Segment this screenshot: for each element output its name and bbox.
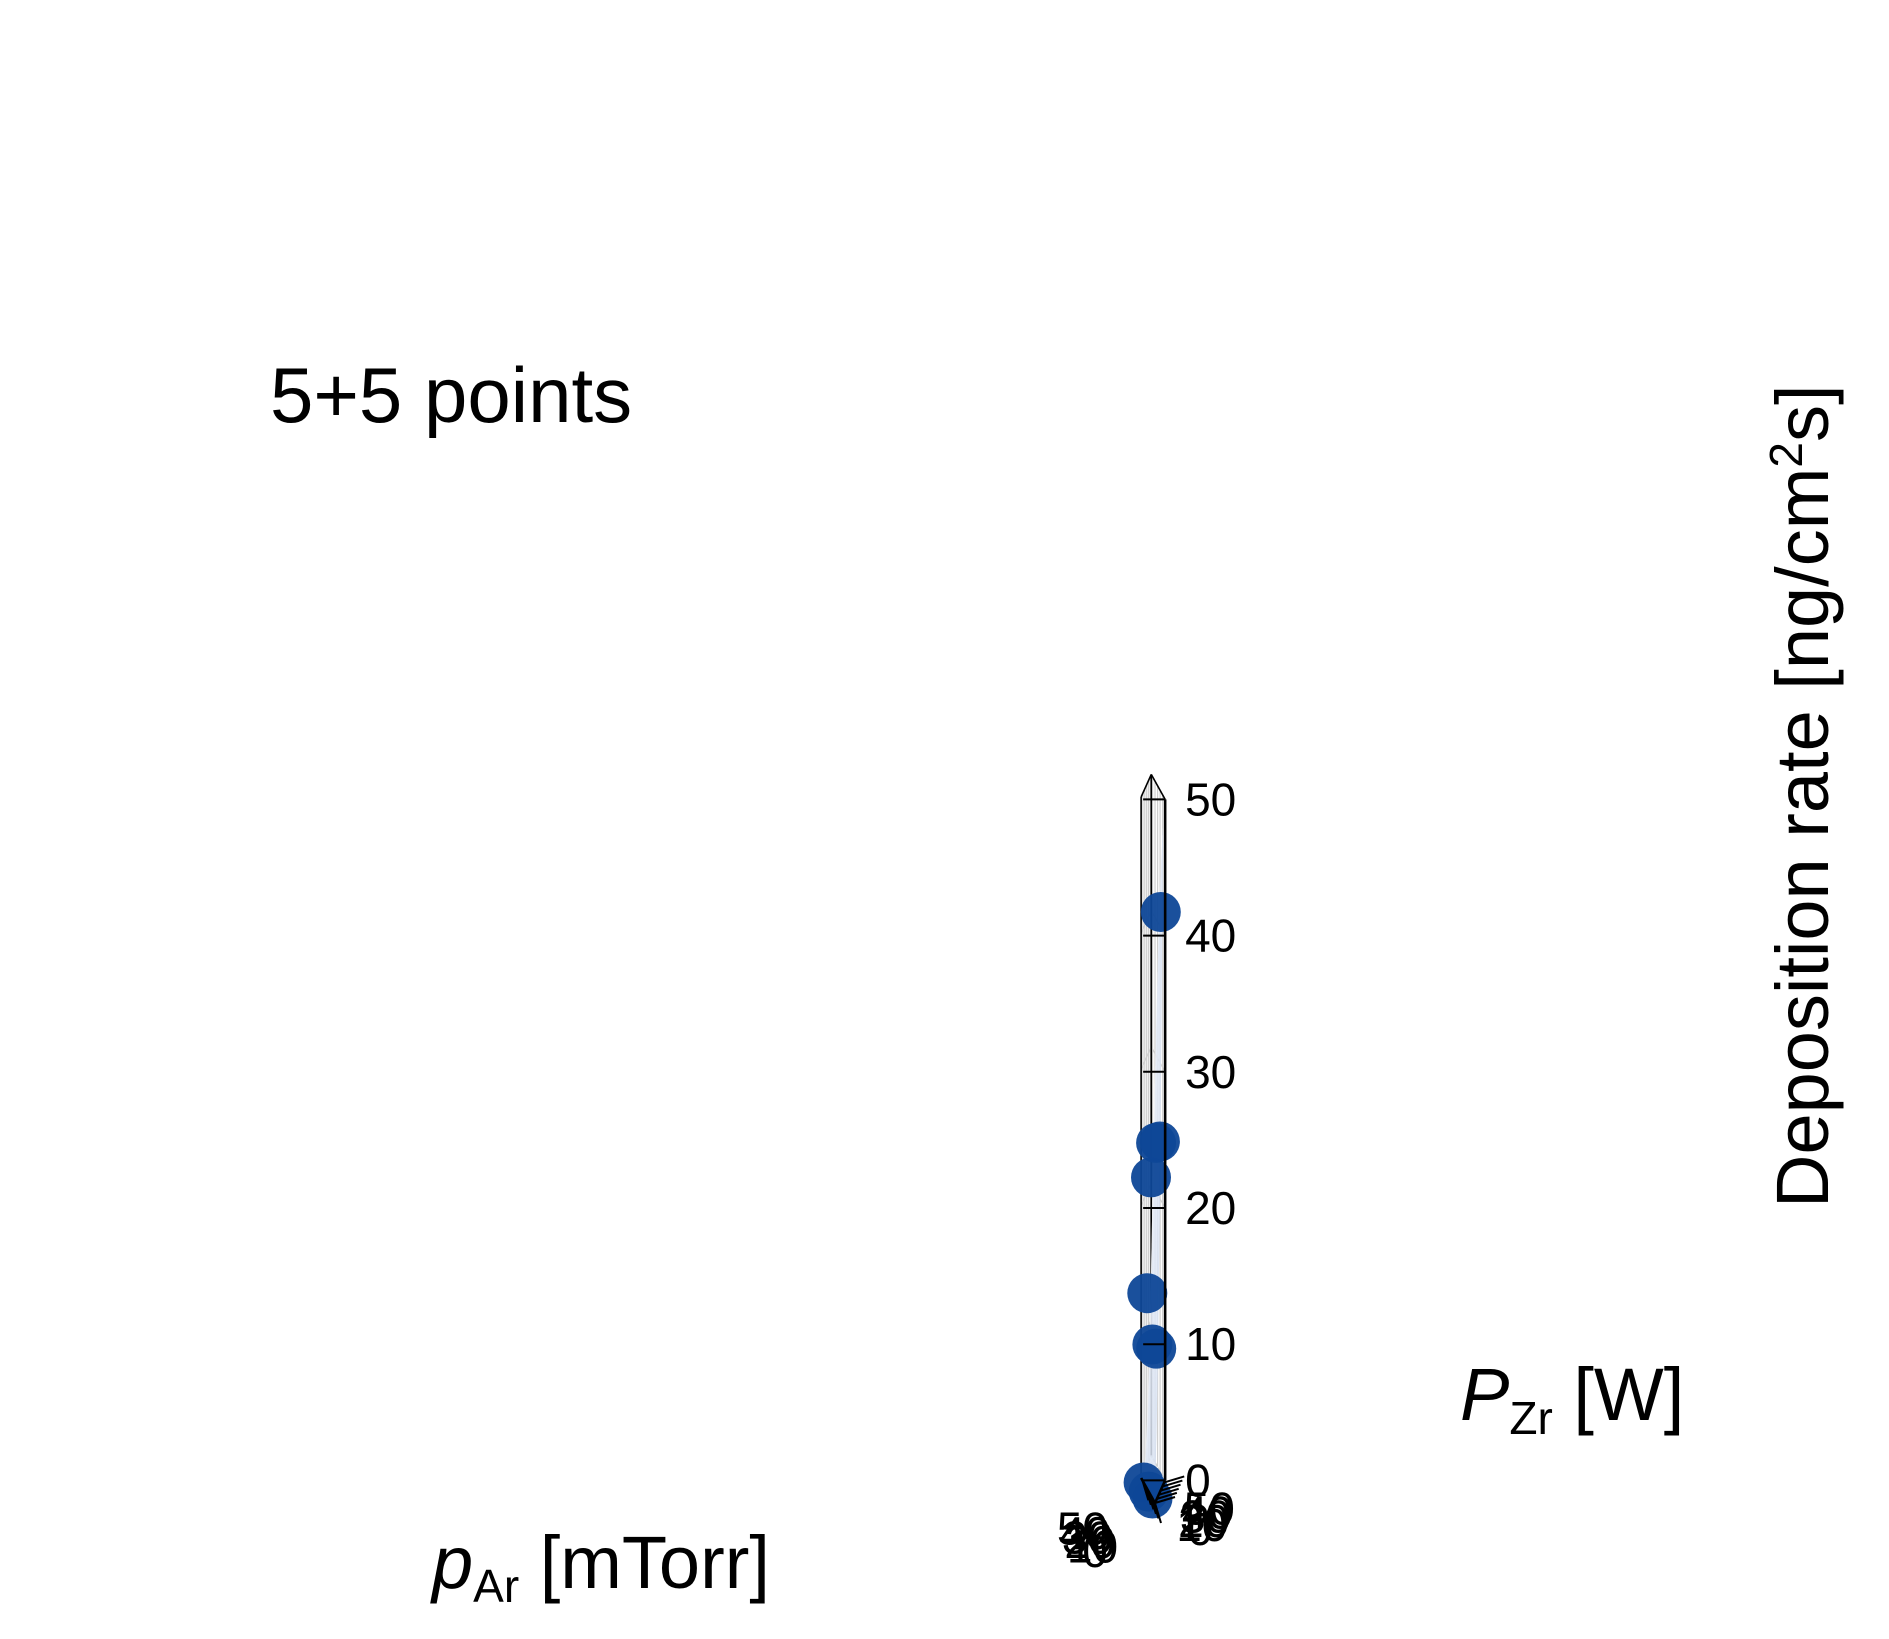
- y-axis-title: PZr [W]: [1460, 1353, 1684, 1444]
- y-axis-tick: [1156, 1491, 1178, 1500]
- y-axis-tick: [1160, 1483, 1181, 1492]
- x-axis-tick: [1146, 1489, 1155, 1510]
- x-tick-label: 10: [1067, 1521, 1118, 1573]
- y-tick-label: 0: [1187, 1503, 1213, 1555]
- y-axis-tick: [1162, 1479, 1183, 1488]
- y-tick-label: 20: [1178, 1495, 1229, 1547]
- data-point-6: [1136, 1328, 1177, 1369]
- z-axis-title-text: Deposition rate [ng/cm: [1761, 468, 1844, 1208]
- data-point-7: [1131, 1157, 1171, 1198]
- data-point-10: [1140, 892, 1181, 932]
- y-axis-tick: [1163, 1475, 1185, 1484]
- z-tick-label: 30: [1185, 1046, 1236, 1098]
- surface-strip: [1152, 828, 1164, 1503]
- y-axis-title-sub: Zr: [1509, 1392, 1552, 1444]
- x-tick-label: 40: [1059, 1507, 1110, 1559]
- x-tick-label: 0: [1082, 1525, 1108, 1577]
- data-point-4: [1127, 1273, 1168, 1314]
- x-axis-tick: [1154, 1502, 1162, 1524]
- z-tick-label: 40: [1185, 910, 1236, 962]
- z-tick-label: 50: [1185, 773, 1236, 825]
- axes-layer: [1139, 798, 1185, 1524]
- z-axis-title-end: s]: [1761, 384, 1844, 442]
- x-axis-title-main: p: [430, 1521, 473, 1604]
- x-tick-label: 50: [1057, 1502, 1108, 1554]
- chart-annotation: 5+5 points: [270, 351, 632, 439]
- z-tick-label: 0: [1185, 1454, 1211, 1506]
- y-axis-tick: [1154, 1496, 1176, 1504]
- y-tick-label: 50: [1184, 1483, 1235, 1535]
- x-axis-tick: [1141, 1479, 1150, 1501]
- x-axis-tick: [1151, 1498, 1160, 1519]
- x-axis-title-unit: [mTorr]: [519, 1521, 770, 1604]
- x-axis-tick: [1148, 1493, 1157, 1515]
- pane-edge: [1150, 774, 1166, 800]
- y-axis-line: [1153, 1479, 1167, 1504]
- z-axis-title: Deposition rate [ng/cm2s]: [1760, 384, 1844, 1208]
- pane-edge: [1140, 774, 1152, 798]
- x-tick-label: 30: [1062, 1511, 1113, 1563]
- x-axis-title-sub: Ar: [473, 1560, 519, 1612]
- y-axis-title-unit: [W]: [1553, 1353, 1685, 1436]
- x-axis-title: pAr [mTorr]: [430, 1521, 770, 1612]
- data-point-9: [1139, 1121, 1180, 1162]
- y-axis-tick: [1158, 1487, 1179, 1496]
- z-axis-title-sup: 2: [1760, 442, 1812, 468]
- x-tick-label: 20: [1064, 1516, 1115, 1568]
- y-tick-label: 30: [1180, 1491, 1231, 1543]
- z-tick-label: 20: [1185, 1182, 1236, 1234]
- y-tick-label: 10: [1176, 1499, 1227, 1551]
- x-axis-tick: [1143, 1484, 1152, 1506]
- z-tick-label: 10: [1185, 1318, 1236, 1370]
- y-axis-title-main: P: [1460, 1353, 1509, 1436]
- y-tick-label: 40: [1182, 1487, 1233, 1539]
